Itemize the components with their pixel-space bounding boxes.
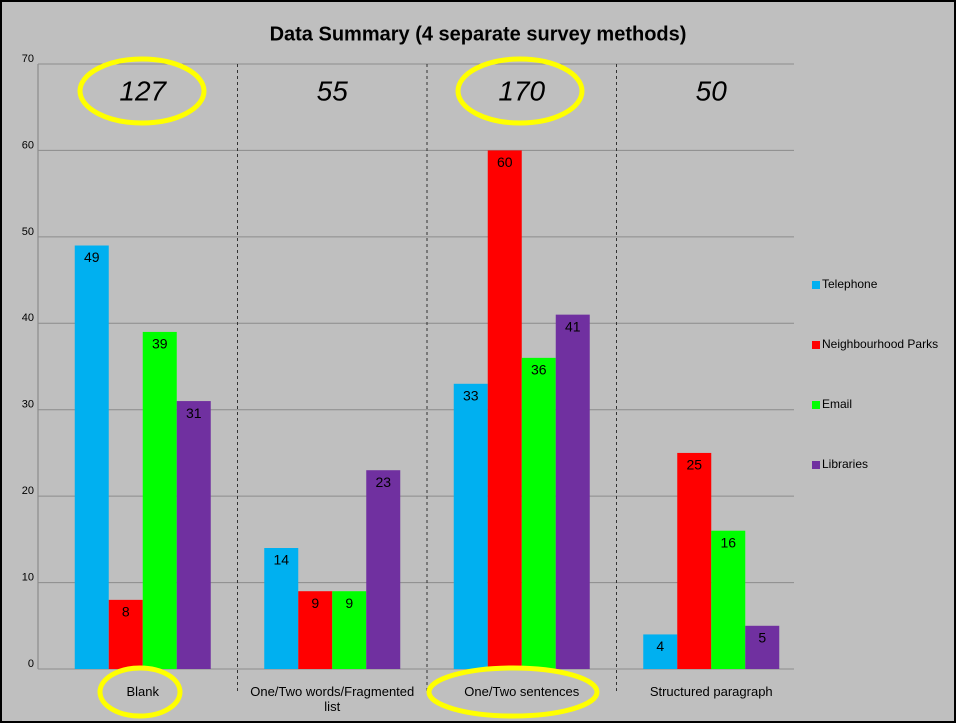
- data-label: 23: [375, 474, 391, 490]
- x-tick-label: Blank: [126, 684, 160, 699]
- legend-label: Libraries: [822, 457, 868, 471]
- y-tick-label: 20: [22, 485, 34, 497]
- highlight: [77, 56, 207, 126]
- highlight: [426, 665, 600, 719]
- bar: [711, 530, 746, 669]
- bar: [74, 245, 109, 669]
- annotation: 55: [317, 75, 349, 106]
- bar: [108, 599, 143, 669]
- data-label: 9: [345, 595, 353, 611]
- data-label: 4: [656, 638, 664, 654]
- data-label: 25: [686, 457, 702, 473]
- legend-swatch: [812, 401, 820, 409]
- bar: [487, 150, 522, 669]
- bar: [453, 383, 488, 669]
- y-tick-label: 60: [22, 139, 34, 151]
- y-tick-label: 0: [28, 658, 34, 670]
- data-label: 8: [122, 604, 130, 620]
- bar: [142, 331, 177, 669]
- x-tick-label: Structured paragraph: [649, 684, 773, 699]
- data-label: 49: [84, 249, 100, 265]
- bar: [332, 591, 367, 669]
- data-label: 9: [311, 595, 319, 611]
- x-tick-label: One/Two sentences: [464, 684, 580, 699]
- legend-swatch: [812, 461, 820, 469]
- legend-label: Telephone: [822, 277, 878, 291]
- y-tick-label: 50: [22, 226, 34, 238]
- data-label: 33: [463, 387, 479, 403]
- chart-title: Data Summary (4 separate survey methods): [270, 23, 687, 45]
- highlight: [455, 56, 585, 126]
- data-label: 16: [720, 534, 736, 550]
- data-label: 39: [152, 336, 168, 352]
- data-label: 41: [565, 318, 581, 334]
- legend-label: Neighbourhood Parks: [822, 337, 938, 351]
- annotation: 50: [696, 75, 728, 106]
- x-tick-label: One/Two words/Fragmented list: [250, 684, 415, 714]
- data-label: 14: [273, 552, 289, 568]
- bar: [643, 634, 678, 669]
- data-label: 60: [497, 154, 513, 170]
- data-label: 36: [531, 362, 547, 378]
- y-tick-label: 10: [22, 571, 34, 583]
- y-tick-label: 30: [22, 399, 34, 411]
- bar: [521, 357, 556, 669]
- data-label: 5: [758, 629, 766, 645]
- bar: [677, 452, 712, 669]
- legend-swatch: [812, 341, 820, 349]
- bar: [555, 314, 590, 669]
- bar: [176, 401, 211, 669]
- data-label: 31: [186, 405, 202, 421]
- bar: [745, 625, 780, 669]
- y-tick-label: 40: [22, 312, 34, 324]
- legend-swatch: [812, 281, 820, 289]
- highlight: [97, 665, 183, 719]
- bar: [264, 548, 299, 669]
- annotation: 170: [498, 75, 545, 106]
- bar: [298, 591, 333, 669]
- bar: [366, 470, 401, 669]
- y-tick-label: 70: [22, 53, 34, 65]
- legend-label: Email: [822, 397, 852, 411]
- annotation: 127: [119, 75, 167, 106]
